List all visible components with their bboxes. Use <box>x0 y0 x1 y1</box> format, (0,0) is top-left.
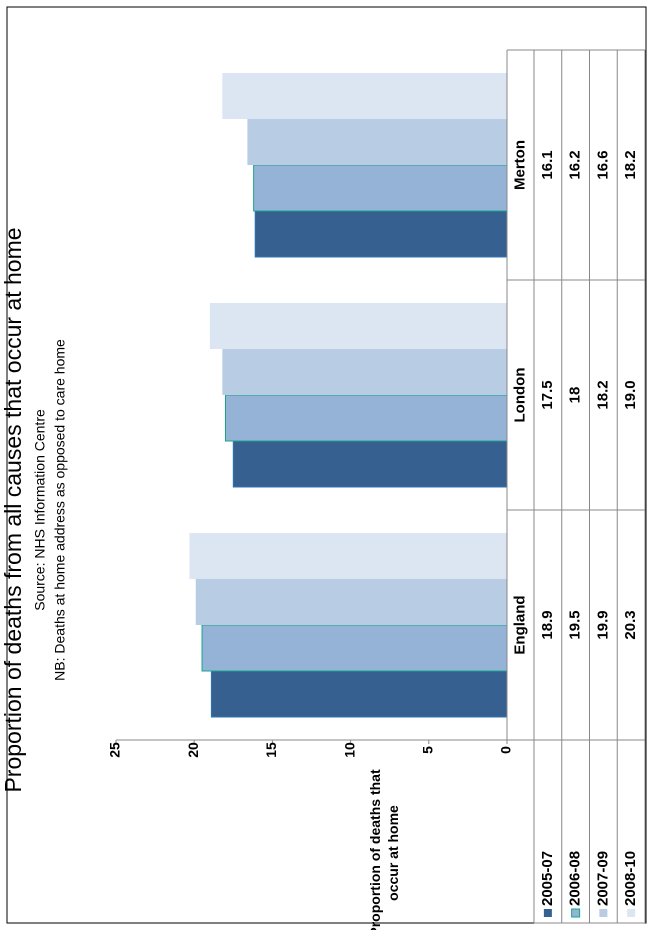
y-axis-label: Proportion of deaths that <box>367 769 383 930</box>
rotated-chart: 0 5 10 15 20 25 England London Merton 2005-07 18.… <box>0 49 646 930</box>
y-tick-label: 25 <box>107 742 123 758</box>
data-label: 18.2 <box>594 380 611 409</box>
data-label: 16.6 <box>594 150 611 179</box>
bar <box>253 164 508 212</box>
plot-area: 0 5 10 15 20 25 <box>107 73 514 758</box>
legend-swatch <box>627 909 636 917</box>
legend-label: 2007-09 <box>594 851 611 906</box>
data-label: 20.3 <box>622 610 639 639</box>
data-label: 18.9 <box>539 610 556 639</box>
bar <box>232 440 508 488</box>
data-label: 16.2 <box>567 150 584 179</box>
legend-swatch <box>571 908 581 918</box>
data-label: 19.9 <box>594 610 611 639</box>
bar <box>254 210 508 258</box>
bar <box>224 394 508 442</box>
chart-title: Proportion of deaths from all causes tha… <box>0 227 26 792</box>
legend-label: 2008-10 <box>622 851 639 906</box>
data-label: 19.5 <box>567 610 584 639</box>
data-label: 19.0 <box>622 380 639 409</box>
data-table: England London Merton 2005-07 18.9 17.5 16.1 20… <box>506 49 646 924</box>
bar <box>189 533 507 579</box>
bar <box>209 303 507 349</box>
chart-note: NB: Deaths at home address as opposed to… <box>52 339 68 681</box>
bar <box>222 73 508 119</box>
legend-swatch <box>599 909 608 917</box>
bar <box>195 579 507 625</box>
y-tick-label: 5 <box>420 746 436 754</box>
legend-label: 2006-08 <box>567 851 584 906</box>
category-label: London <box>511 368 528 423</box>
bar <box>222 349 508 395</box>
bar <box>201 624 508 672</box>
category-label: Merton <box>511 140 528 190</box>
chart-subtitle: Source: NHS Information Centre <box>32 409 48 611</box>
data-label: 18.2 <box>622 150 639 179</box>
data-label: 16.1 <box>539 150 556 179</box>
legend-label: 2005-07 <box>539 851 556 906</box>
data-label: 18 <box>567 387 584 404</box>
y-tick-label: 0 <box>498 746 514 754</box>
y-tick-label: 15 <box>263 742 279 758</box>
category-label: England <box>511 595 528 654</box>
data-label: 17.5 <box>539 380 556 409</box>
bar <box>210 670 508 718</box>
y-tick-label: 20 <box>185 742 201 758</box>
y-axis-label-line-2: occur at home <box>385 805 401 901</box>
legend-swatch <box>543 909 552 917</box>
bar <box>247 119 507 165</box>
y-tick-label: 10 <box>341 742 357 758</box>
